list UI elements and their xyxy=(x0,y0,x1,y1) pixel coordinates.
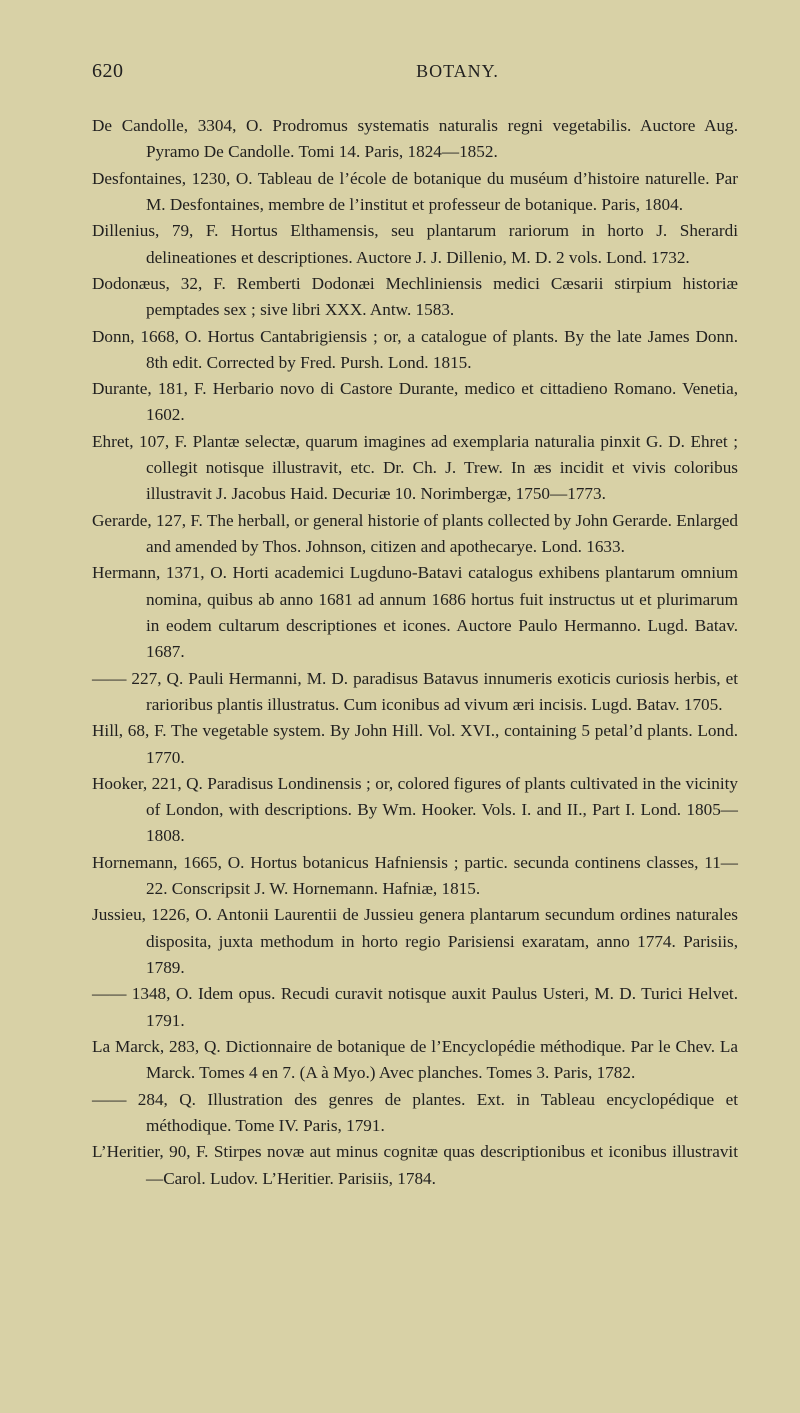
bibliography-entry: Durante, 181, F. Herbario novo di Castor… xyxy=(92,376,738,429)
bibliography-entry: Donn, 1668, O. Hortus Cantabrigiensis ; … xyxy=(92,324,738,377)
bibliography-entry: L’Heritier, 90, F. Stirpes novæ aut minu… xyxy=(92,1139,738,1192)
bibliography-entry: Hooker, 221, Q. Paradisus Londinensis ; … xyxy=(92,771,738,850)
bibliography-entry: La Marck, 283, Q. Dictionnaire de botani… xyxy=(92,1034,738,1087)
bibliography-entry: Dodonæus, 32, F. Remberti Dodonæi Mechli… xyxy=(92,271,738,324)
bibliography-entry: Desfontaines, 1230, O. Tableau de l’écol… xyxy=(92,166,738,219)
bibliography-entry: De Candolle, 3304, O. Prodromus systemat… xyxy=(92,113,738,166)
book-page: 620 BOTANY. De Candolle, 3304, O. Prodro… xyxy=(0,0,800,1272)
bibliography-entry: Hermann, 1371, O. Horti academici Lugdun… xyxy=(92,560,738,665)
bibliography-entry: Jussieu, 1226, O. Antonii Laurentii de J… xyxy=(92,902,738,981)
bibliography-entries: De Candolle, 3304, O. Prodromus systemat… xyxy=(92,113,738,1192)
bibliography-entry: —— 227, Q. Pauli Hermanni, M. D. paradis… xyxy=(92,666,738,719)
bibliography-entry: Hill, 68, F. The vegetable system. By Jo… xyxy=(92,718,738,771)
running-head: BOTANY. xyxy=(177,61,738,82)
page-header: 620 BOTANY. xyxy=(92,60,738,83)
bibliography-entry: —— 284, Q. Illustration des genres de pl… xyxy=(92,1087,738,1140)
bibliography-entry: Dillenius, 79, F. Hortus Elthamensis, se… xyxy=(92,218,738,271)
bibliography-entry: Gerarde, 127, F. The herball, or general… xyxy=(92,508,738,561)
bibliography-entry: —— 1348, O. Idem opus. Recudi curavit no… xyxy=(92,981,738,1034)
bibliography-entry: Hornemann, 1665, O. Hortus botanicus Haf… xyxy=(92,850,738,903)
bibliography-entry: Ehret, 107, F. Plantæ selectæ, quarum im… xyxy=(92,429,738,508)
